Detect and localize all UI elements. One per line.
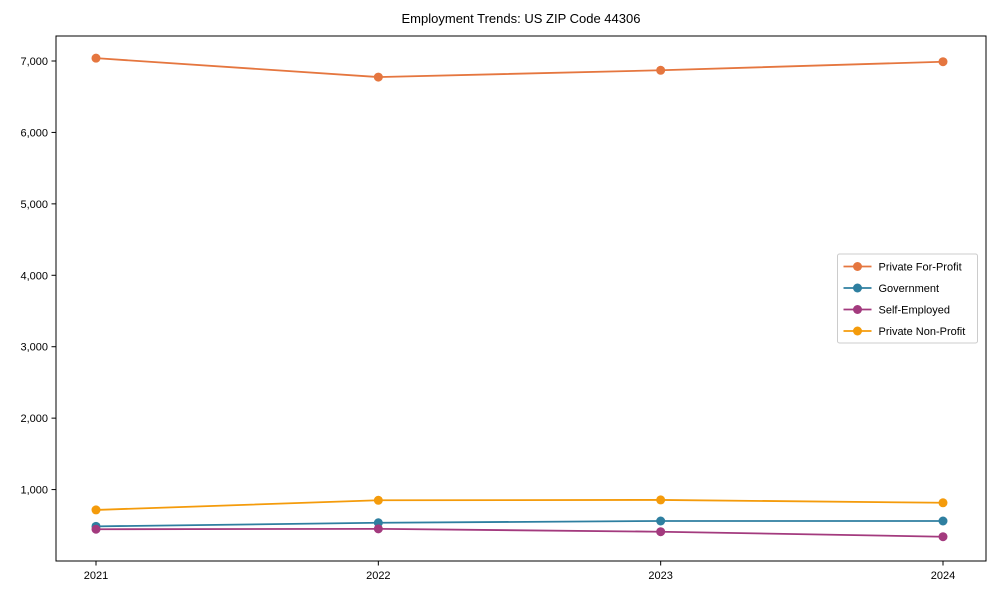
- data-point-private-for-profit-2022: [373, 72, 383, 82]
- data-point-private-for-profit-2024: [938, 57, 948, 67]
- series-line-private-for-profit: [95, 57, 944, 78]
- legend-marker-government: [853, 283, 862, 293]
- chart-title: Employment Trends: US ZIP Code 44306: [401, 11, 641, 26]
- legend-marker-self-employed: [853, 305, 862, 314]
- y-tick-label: 5,000: [20, 199, 48, 211]
- legend-label-private-non-profit: Private Non-Profit: [879, 326, 966, 338]
- data-point-self-employed-2024: [938, 532, 948, 542]
- plot-border: [55, 35, 987, 562]
- x-tick-label: 2024: [931, 570, 955, 582]
- data-point-private-non-profit-2023: [656, 495, 666, 505]
- y-tick-label: 7,000: [20, 56, 48, 68]
- legend-label-self-employed: Self-Employed: [879, 305, 951, 317]
- data-point-private-non-profit-2021: [91, 505, 101, 515]
- legend-marker-private-for-profit: [853, 262, 862, 271]
- data-point-private-for-profit-2023: [656, 65, 666, 75]
- series-line-self-employed: [95, 527, 944, 538]
- y-tick-label: 6,000: [20, 127, 48, 139]
- legend-box: [837, 253, 978, 344]
- y-tick-label: 2,000: [20, 413, 48, 425]
- data-point-private-for-profit-2021: [91, 53, 101, 63]
- x-tick-label: 2021: [84, 570, 108, 582]
- data-point-private-non-profit-2022: [373, 495, 383, 505]
- legend-label-government: Government: [879, 283, 940, 295]
- y-tick-label: 1,000: [20, 485, 48, 497]
- data-point-government-2023: [656, 516, 666, 526]
- series-line-private-non-profit: [95, 499, 944, 511]
- y-tick-label: 3,000: [20, 342, 48, 354]
- data-point-government-2024: [938, 516, 948, 526]
- x-tick-label: 2023: [648, 570, 672, 582]
- series-line-government: [95, 520, 943, 528]
- legend-marker-private-non-profit: [853, 326, 862, 336]
- data-point-self-employed-2023: [656, 527, 666, 537]
- data-point-self-employed-2021: [91, 524, 101, 534]
- data-point-self-employed-2022: [373, 524, 383, 534]
- data-point-private-non-profit-2024: [938, 498, 948, 508]
- legend-label-private-for-profit: Private For-Profit: [879, 262, 962, 274]
- y-tick-label: 4,000: [20, 270, 48, 282]
- x-tick-label: 2022: [366, 570, 390, 582]
